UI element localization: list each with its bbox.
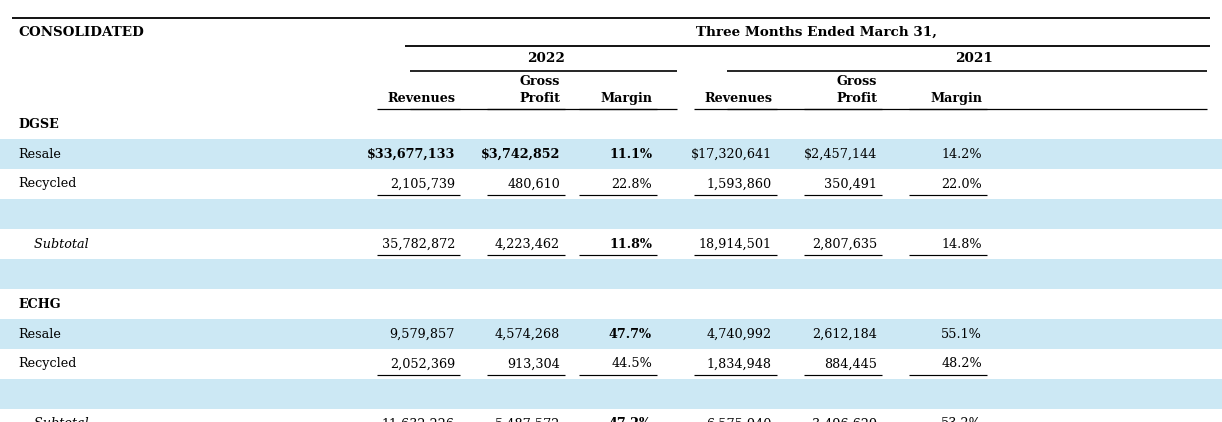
Text: 55.1%: 55.1% <box>941 327 982 341</box>
Text: Recycled: Recycled <box>18 357 76 371</box>
Bar <box>0 139 1222 169</box>
Text: 48.2%: 48.2% <box>941 357 982 371</box>
Text: Gross: Gross <box>519 75 560 88</box>
Text: Revenues: Revenues <box>387 92 455 105</box>
Text: Revenues: Revenues <box>704 92 772 105</box>
Text: Subtotal: Subtotal <box>18 238 89 251</box>
Text: Recycled: Recycled <box>18 178 76 190</box>
Text: Three Months Ended March 31,: Three Months Ended March 31, <box>695 25 936 38</box>
Text: 1,834,948: 1,834,948 <box>708 357 772 371</box>
Text: 4,223,462: 4,223,462 <box>495 238 560 251</box>
Text: 2021: 2021 <box>956 52 993 65</box>
Text: 4,740,992: 4,740,992 <box>706 327 772 341</box>
Text: 44.5%: 44.5% <box>611 357 653 371</box>
Text: $2,457,144: $2,457,144 <box>804 148 877 160</box>
Text: 913,304: 913,304 <box>507 357 560 371</box>
Text: 14.2%: 14.2% <box>941 148 982 160</box>
Text: 14.8%: 14.8% <box>941 238 982 251</box>
Text: 18,914,501: 18,914,501 <box>699 238 772 251</box>
Text: $17,320,641: $17,320,641 <box>690 148 772 160</box>
Text: 2,052,369: 2,052,369 <box>390 357 455 371</box>
Text: $33,677,133: $33,677,133 <box>367 148 455 160</box>
Text: 884,445: 884,445 <box>824 357 877 371</box>
Text: Resale: Resale <box>18 148 61 160</box>
Text: Resale: Resale <box>18 327 61 341</box>
Bar <box>0 319 1222 349</box>
Text: 11.1%: 11.1% <box>609 148 653 160</box>
Text: Gross: Gross <box>837 75 877 88</box>
Text: 6,575,940: 6,575,940 <box>706 417 772 422</box>
Text: 4,574,268: 4,574,268 <box>495 327 560 341</box>
Text: 35,782,872: 35,782,872 <box>381 238 455 251</box>
Text: 47.2%: 47.2% <box>609 417 653 422</box>
Text: Profit: Profit <box>519 92 560 105</box>
Text: Profit: Profit <box>836 92 877 105</box>
Bar <box>0 259 1222 289</box>
Text: 22.0%: 22.0% <box>941 178 982 190</box>
Text: 3,496,629: 3,496,629 <box>811 417 877 422</box>
Text: Margin: Margin <box>930 92 982 105</box>
Text: 9,579,857: 9,579,857 <box>390 327 455 341</box>
Text: 2,612,184: 2,612,184 <box>813 327 877 341</box>
Text: 2,807,635: 2,807,635 <box>811 238 877 251</box>
Text: 5,487,572: 5,487,572 <box>495 417 560 422</box>
Text: Subtotal: Subtotal <box>18 417 89 422</box>
Text: 11,632,226: 11,632,226 <box>382 417 455 422</box>
Text: 350,491: 350,491 <box>824 178 877 190</box>
Bar <box>0 199 1222 229</box>
Text: 2,105,739: 2,105,739 <box>390 178 455 190</box>
Text: 22.8%: 22.8% <box>611 178 653 190</box>
Text: 2022: 2022 <box>527 52 565 65</box>
Text: 480,610: 480,610 <box>507 178 560 190</box>
Text: CONSOLIDATED: CONSOLIDATED <box>18 25 144 38</box>
Text: 11.8%: 11.8% <box>609 238 653 251</box>
Text: DGSE: DGSE <box>18 117 59 130</box>
Bar <box>0 379 1222 409</box>
Text: Margin: Margin <box>600 92 653 105</box>
Text: ECHG: ECHG <box>18 298 61 311</box>
Text: 1,593,860: 1,593,860 <box>706 178 772 190</box>
Text: $3,742,852: $3,742,852 <box>480 148 560 160</box>
Text: 47.7%: 47.7% <box>609 327 653 341</box>
Text: 53.2%: 53.2% <box>941 417 982 422</box>
